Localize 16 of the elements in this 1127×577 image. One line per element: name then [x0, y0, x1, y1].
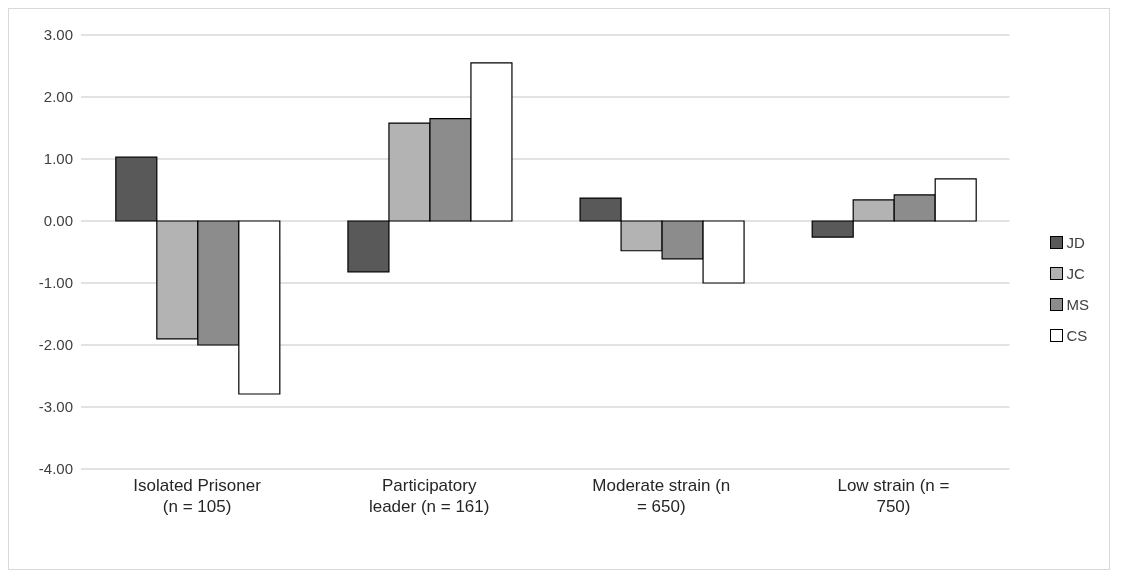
y-tick-label: -4.00 — [38, 460, 73, 478]
y-tick-label: 1.00 — [43, 150, 73, 168]
y-tick-label: 2.00 — [43, 88, 73, 106]
y-tick-label: -3.00 — [38, 398, 73, 416]
legend-label: JC — [1066, 265, 1085, 282]
y-tick-label: -1.00 — [38, 274, 73, 292]
legend-label: MS — [1066, 296, 1089, 313]
x-tick-label: Isolated Prisoner (n = 105) — [133, 476, 262, 516]
legend-label: CS — [1066, 327, 1088, 344]
x-tick-label: Low strain (n = 750) — [837, 476, 950, 516]
y-tick-label: -2.00 — [38, 336, 73, 354]
legend-label: JD — [1066, 234, 1085, 251]
x-tick-label: Participatory leader (n = 161) — [368, 476, 490, 516]
y-tick-label: 3.00 — [43, 26, 73, 44]
x-tick-label: Moderate strain (n = 650) — [592, 476, 731, 516]
y-tick-label: 0.00 — [43, 212, 73, 230]
